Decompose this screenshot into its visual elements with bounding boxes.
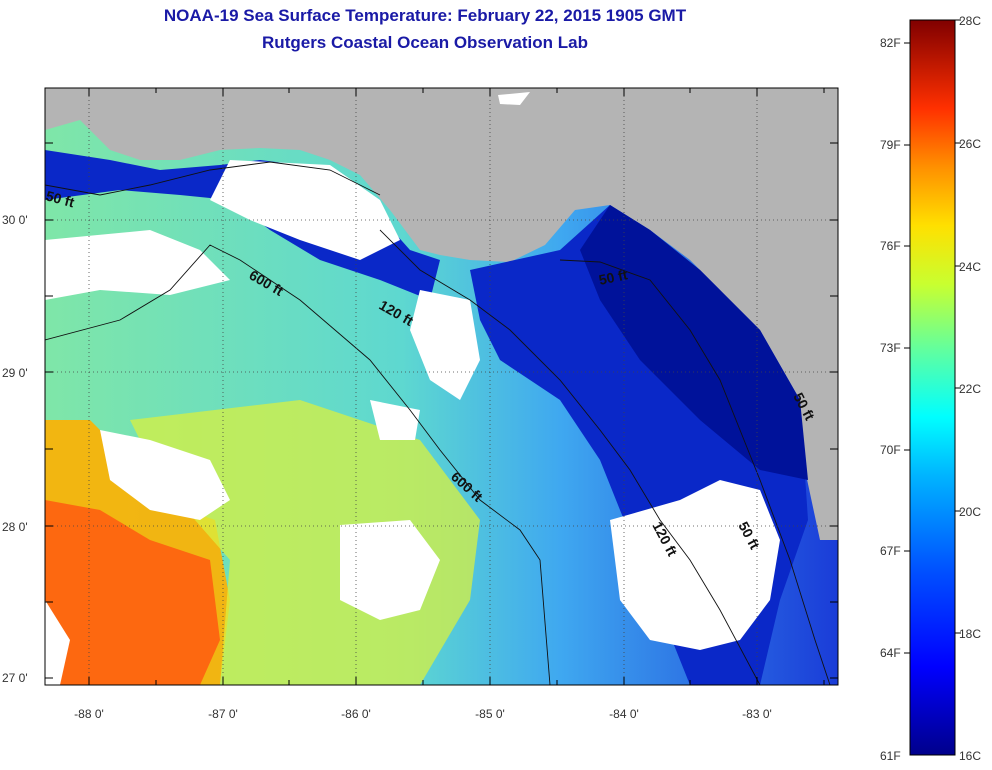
map-title: NOAA-19 Sea Surface Temperature: Februar…	[163, 6, 687, 25]
colorbar-c-16: 16C	[959, 749, 981, 763]
coldest-coast	[580, 205, 808, 480]
contour-50ft-east	[559, 259, 831, 685]
colorbar-c-28: 28C	[959, 14, 981, 28]
colorbar-f-79: 79F	[880, 138, 901, 152]
colorbar-f-61: 61F	[880, 749, 901, 763]
colorbar-c-22: 22C	[959, 382, 981, 396]
colorbar-f-64: 64F	[880, 646, 901, 660]
lat-label-30: 30 0'	[2, 213, 28, 227]
grid-lines	[45, 88, 838, 685]
colorbar-ticks	[904, 19, 961, 654]
contour-120ft	[379, 229, 761, 685]
contour-600ft	[45, 244, 551, 685]
lat-label-29: 29 0'	[2, 366, 28, 380]
colorbar-f-76: 76F	[880, 239, 901, 253]
lon-label-87: -87 0'	[208, 707, 238, 721]
lon-label-83: -83 0'	[742, 707, 772, 721]
colorbar-c-24: 24C	[959, 260, 981, 274]
map-frame	[44, 87, 839, 686]
axis-ticks	[45, 88, 838, 685]
colorbar-f-70: 70F	[880, 443, 901, 457]
map-subtitle: Rutgers Coastal Ocean Observation Lab	[262, 33, 588, 52]
colorbar-c-26: 26C	[959, 137, 981, 151]
lon-label-84: -84 0'	[609, 707, 639, 721]
bathymetry-contours	[45, 161, 831, 685]
colorbar-f-73: 73F	[880, 341, 901, 355]
colorbar-f-82: 82F	[880, 36, 901, 50]
lat-label-28: 28 0'	[2, 520, 28, 534]
land-mass	[45, 88, 838, 540]
colorbar	[909, 19, 956, 756]
cloud-cover	[45, 92, 780, 685]
contour-50ft-west	[45, 161, 381, 196]
contour-label-50ft-west: 50 ft	[44, 187, 76, 210]
contour-label-50ft-east: 50 ft	[597, 266, 629, 288]
lon-label-88: -88 0'	[74, 707, 104, 721]
colorbar-f-67: 67F	[880, 544, 901, 558]
colorbar-c-20: 20C	[959, 505, 981, 519]
hot-region	[45, 500, 220, 685]
lat-label-27: 27 0'	[2, 671, 28, 685]
colorbar-c-18: 18C	[959, 627, 981, 641]
map-area	[45, 88, 838, 685]
lon-label-86: -86 0'	[341, 707, 371, 721]
lon-label-85: -85 0'	[475, 707, 505, 721]
